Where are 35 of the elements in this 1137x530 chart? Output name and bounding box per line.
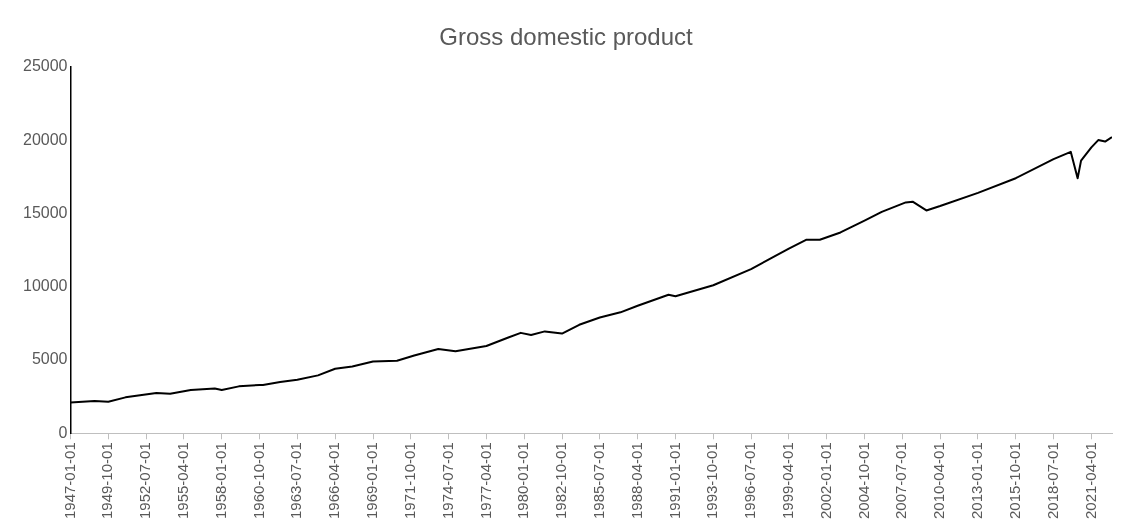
x-tick-label: 1982-10-01 [552,442,570,520]
y-tick-label: 15000 [22,203,68,221]
x-tick-label: 1963-07-01 [287,442,305,520]
y-tick-label: 5000 [31,350,68,368]
x-tick-label: 2004-10-01 [854,442,872,520]
x-tick-label: 1996-07-01 [741,442,759,520]
y-tick-label: 20000 [22,130,68,148]
x-tick-label: 1949-10-01 [98,442,116,520]
x-tick-label: 2013-01-01 [968,442,986,520]
x-tick-label: 2021-04-01 [1081,442,1099,520]
x-tick-label: 1980-01-01 [514,442,532,520]
x-tick-label: 2010-04-01 [930,442,948,520]
x-tick-label: 1985-07-01 [589,442,607,520]
x-tick-label: 1971-10-01 [400,442,418,520]
x-tick-label: 1955-04-01 [174,442,192,520]
x-tick-label: 2007-07-01 [892,442,910,520]
x-tick-label: 1988-04-01 [627,442,645,520]
chart-title: Gross domestic product [439,23,694,51]
y-tick-label: 25000 [22,57,68,75]
x-tick-label: 1960-10-01 [249,442,267,520]
x-tick-label: 1991-01-01 [665,442,683,520]
x-tick-label: 1999-04-01 [779,442,796,520]
x-tick-label: 1958-01-01 [211,442,229,520]
x-tick-label: 2018-07-01 [1043,442,1061,520]
x-tick-label: 1969-01-01 [363,442,381,520]
x-tick-label: 1947-01-01 [60,442,78,520]
y-tick-label: 0 [58,423,68,441]
y-tick-label: 10000 [22,277,68,295]
x-tick-label: 2015-10-01 [1005,442,1023,520]
x-tick-label: 1977-04-01 [476,442,494,520]
x-tick-label: 1993-10-01 [703,442,721,520]
x-tick-label: 2002-01-01 [816,442,834,520]
x-tick-label: 1974-07-01 [438,442,456,520]
x-tick-label: 1966-04-01 [325,442,343,520]
x-tick-label: 1952-07-01 [136,442,154,520]
